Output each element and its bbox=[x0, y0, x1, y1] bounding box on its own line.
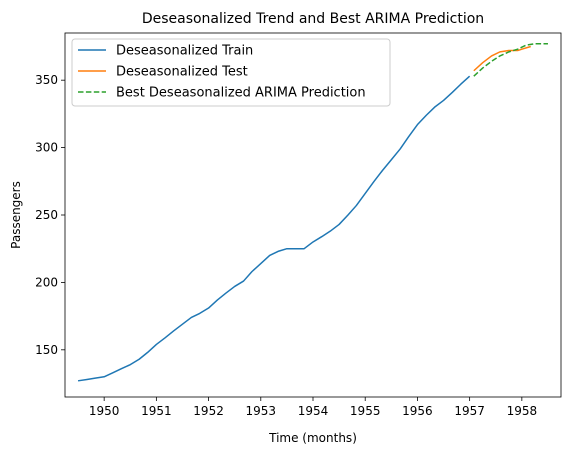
x-tick-label: 1955 bbox=[350, 404, 381, 418]
x-tick-label: 1952 bbox=[193, 404, 224, 418]
x-axis-label: Time (months) bbox=[268, 431, 357, 445]
y-tick-label: 150 bbox=[35, 343, 58, 357]
x-tick-label: 1957 bbox=[454, 404, 485, 418]
y-tick-label: 200 bbox=[35, 275, 58, 289]
x-tick-label: 1951 bbox=[141, 404, 172, 418]
x-tick-label: 1956 bbox=[402, 404, 433, 418]
x-tick-label: 1953 bbox=[246, 404, 277, 418]
legend-label-1: Deseasonalized Train bbox=[116, 44, 253, 59]
legend-box bbox=[71, 38, 391, 107]
x-axis: 1950 1951 1952 1953 1954 1955 1956 1957 1958 bbox=[89, 397, 537, 418]
series-lines bbox=[77, 43, 548, 382]
legend-label-3: Best Deseasonalized ARIMA Prediction bbox=[116, 86, 366, 101]
x-tick-label: 1950 bbox=[89, 404, 120, 418]
y-axis: 150 200 250 300 350 bbox=[35, 73, 65, 357]
series-line-3 bbox=[473, 43, 548, 77]
y-axis-label: Passengers bbox=[9, 181, 23, 249]
series-line-1 bbox=[77, 75, 471, 382]
y-tick-label: 250 bbox=[35, 208, 58, 222]
legend: Deseasonalized Train Deseasonalized Test B… bbox=[71, 38, 391, 107]
chart-title: Deseasonalized Trend and Best ARIMA Pred… bbox=[142, 11, 484, 27]
x-tick-label: 1958 bbox=[507, 404, 538, 418]
x-tick-label: 1954 bbox=[298, 404, 329, 418]
series-line-2 bbox=[473, 45, 531, 72]
y-tick-label: 350 bbox=[35, 73, 58, 87]
y-tick-label: 300 bbox=[35, 141, 58, 155]
legend-label-2: Deseasonalized Test bbox=[116, 65, 248, 80]
